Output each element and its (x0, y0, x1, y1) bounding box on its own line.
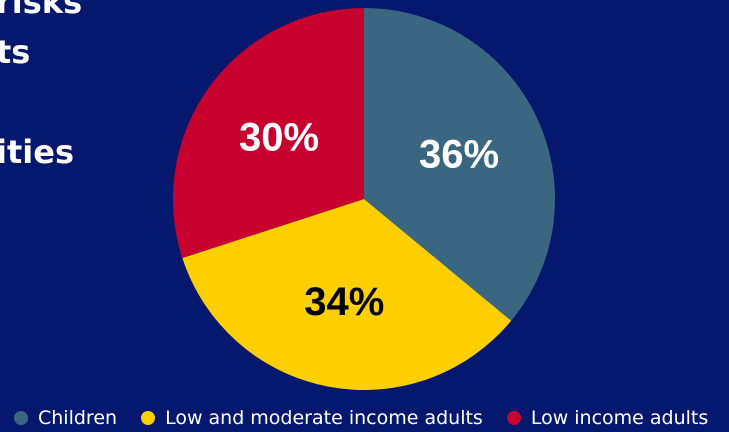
pie-label-low-income-adults: 30% (239, 115, 319, 159)
legend-label-children: Children (38, 407, 118, 429)
headline-fragment: ts (0, 33, 31, 71)
legend-item-children: Children (14, 407, 117, 429)
legend-item-low-income-adults: Low income adults (506, 407, 709, 429)
headline-fragment: risks (0, 0, 83, 21)
pie-slice-children (364, 8, 556, 321)
pie-labels: 36% 34% 30% (239, 115, 499, 324)
legend-item-low-and-moderate-income-adults: Low and moderate income adults (141, 407, 483, 429)
legend-label-low-income-adults: Low income adults (530, 407, 709, 429)
headline-fragment: ities (0, 133, 74, 171)
pie-label-children: 36% (419, 132, 499, 176)
pie-slice-low-income-adults (173, 8, 364, 259)
pie-slices (173, 8, 556, 391)
pie-label-low-and-moderate-income-adults: 34% (304, 280, 384, 324)
chart-legend: Children Low and moderate income adults … (14, 407, 708, 429)
legend-label-low-and-moderate-income-adults: Low and moderate income adults (165, 407, 483, 429)
legend-swatch-children (14, 411, 28, 425)
legend-swatch-low-and-moderate-income-adults (141, 411, 156, 425)
legend-swatch-low-income-adults (506, 411, 521, 425)
pie-slice-low-and-moderate-income-adults (182, 199, 512, 391)
